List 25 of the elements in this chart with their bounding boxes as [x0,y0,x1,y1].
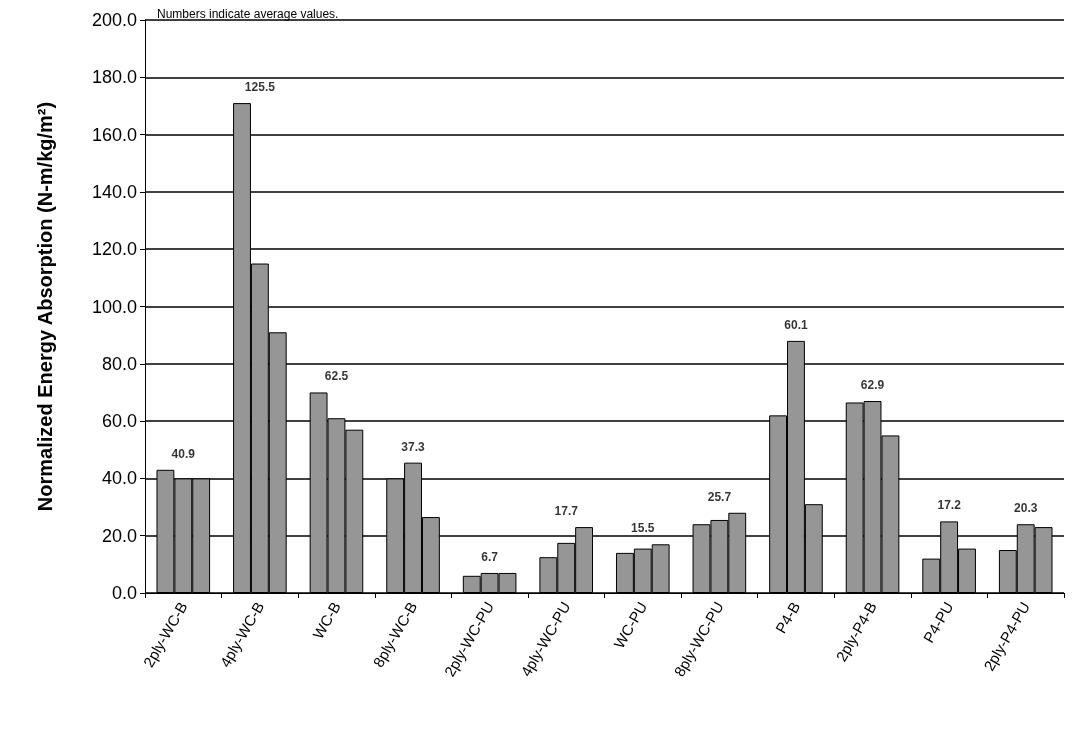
y-tick-label: 60.0 [101,411,137,432]
annotation: 40.9 [171,446,196,461]
y-tick-label: 100.0 [91,296,137,317]
y-tick-label: 40.0 [101,468,137,489]
annotation: 37.3 [401,439,426,454]
y-tick-label: 80.0 [101,353,137,374]
annotation: 20.3 [1014,501,1038,516]
annotation: 25.7 [707,489,732,504]
y-tick-label: 200.0 [91,10,137,30]
y-axis-title: Normalized Energy Absorption (N-m/kg/m²) [34,101,56,512]
y-tick-label: 140.0 [91,181,137,202]
annotation: 17.7 [554,504,579,519]
y-tick-label: 120.0 [91,239,137,260]
annotation: Numbers indicate average values. [157,7,339,21]
annotation: 62.5 [324,369,349,384]
y-tick-label: 0.0 [111,583,137,603]
annotation: 125.5 [244,80,276,95]
annotation: 62.9 [860,378,885,393]
y-tick-label: 160.0 [91,124,137,145]
annotation: 6.7 [481,549,499,564]
annotation: 15.5 [631,521,655,536]
annotation: 17.2 [937,498,962,513]
y-tick-label: 20.0 [101,525,137,546]
y-tick-label: 180.0 [91,67,137,88]
annotation: 60.1 [784,317,808,332]
